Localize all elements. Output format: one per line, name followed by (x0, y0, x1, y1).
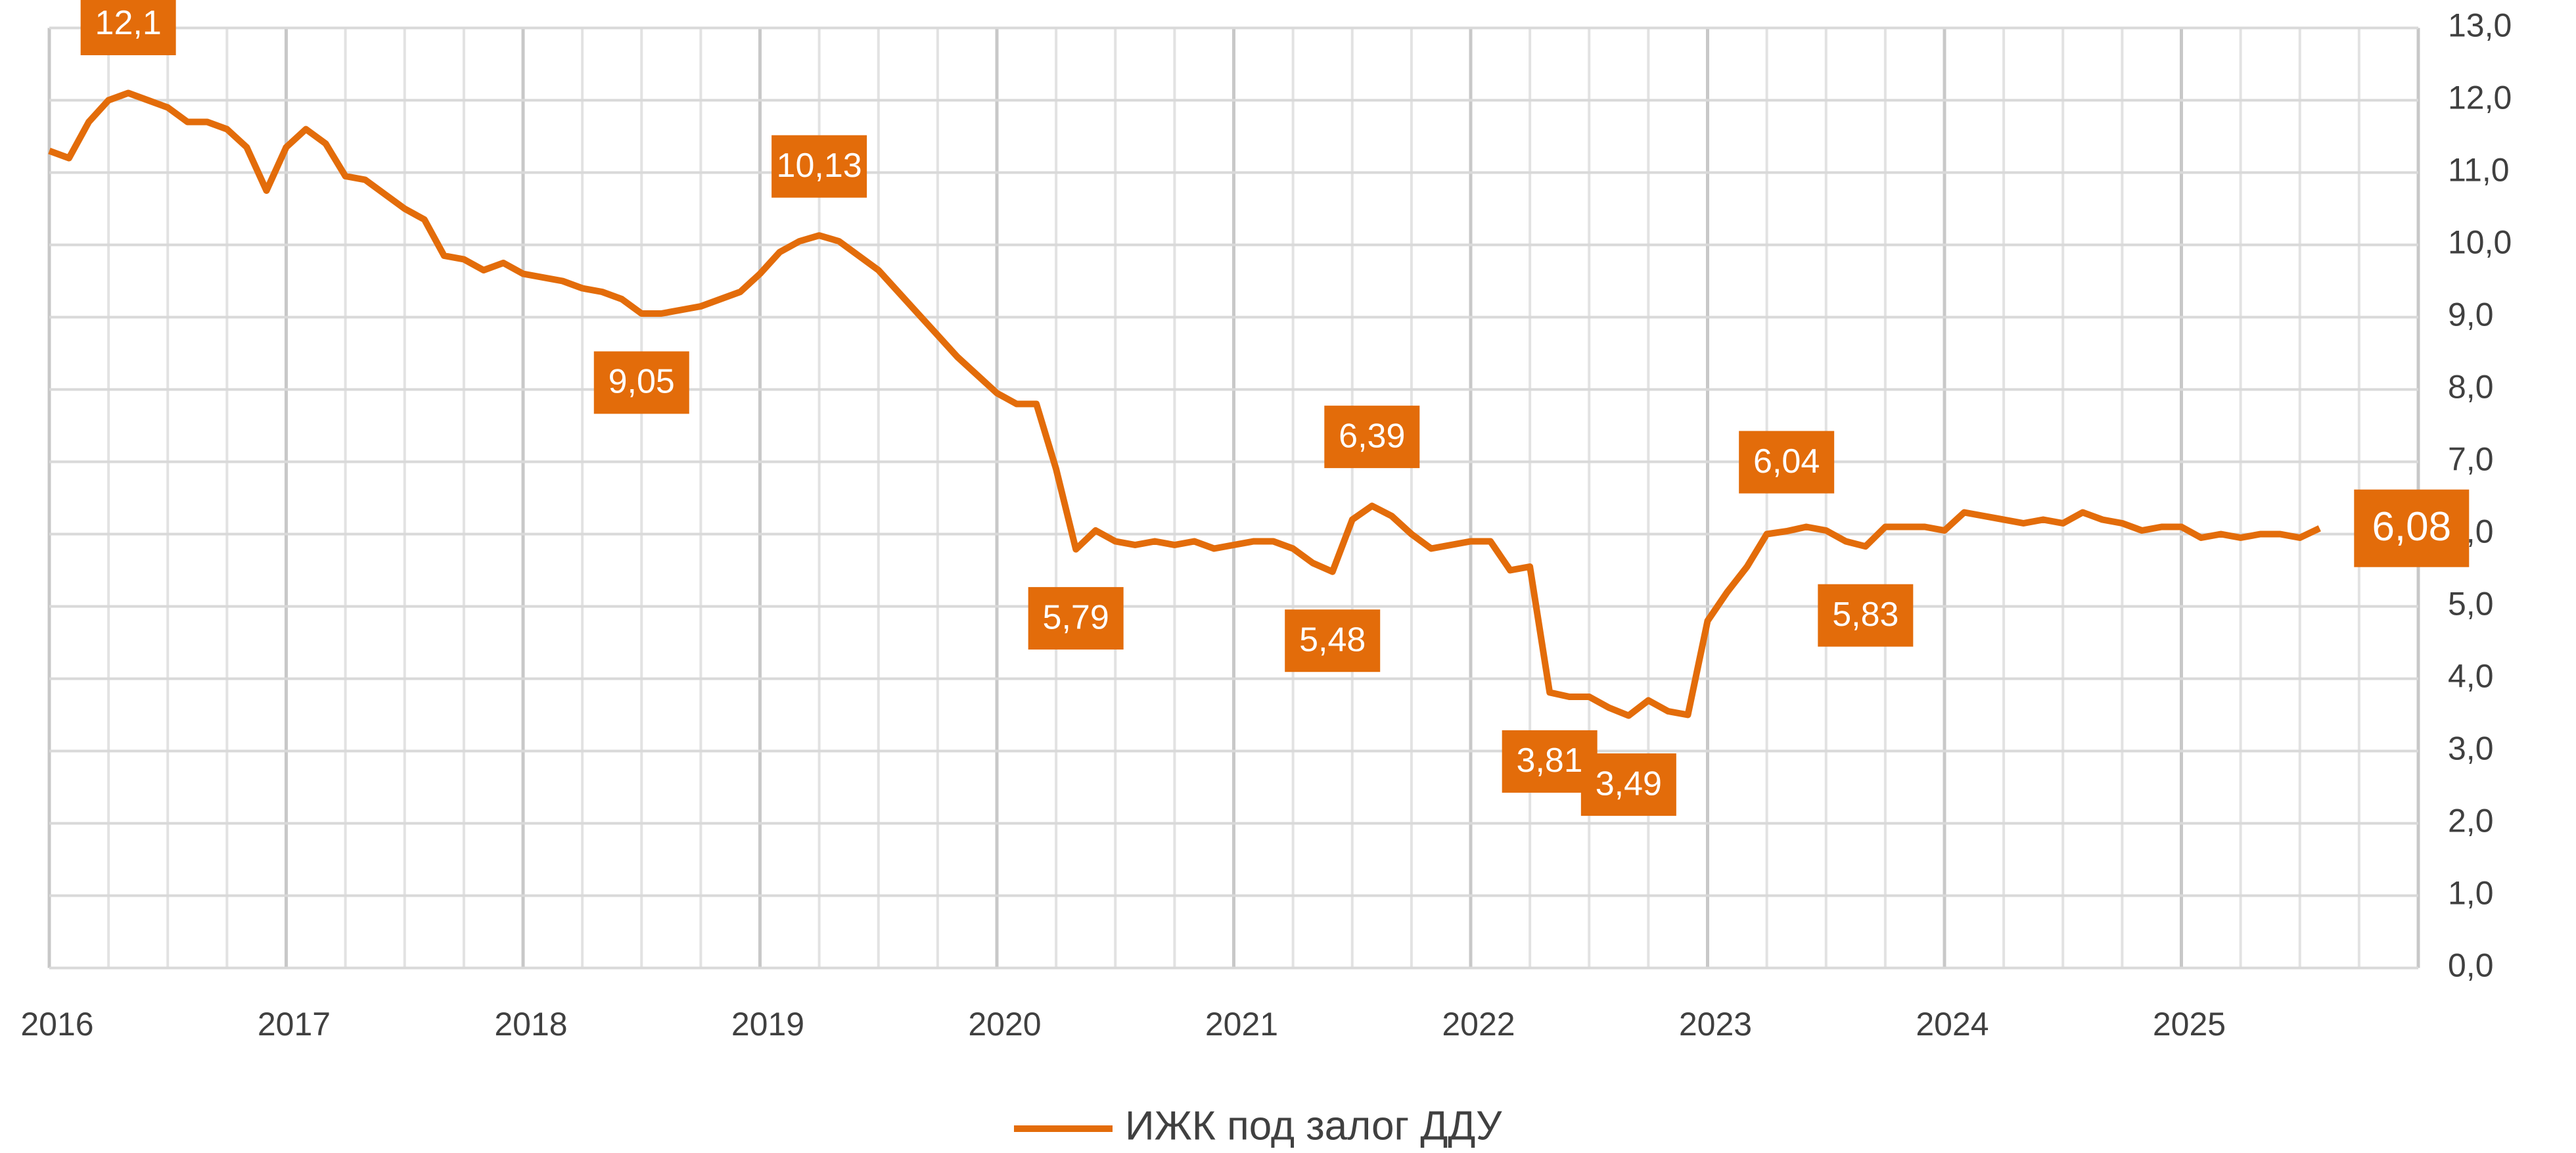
x-tick-label: 2016 (20, 1006, 93, 1043)
y-tick-label: 7,0 (2448, 441, 2494, 478)
y-tick-label: 11,0 (2448, 152, 2510, 189)
data-label-box (80, 0, 176, 55)
x-tick-label: 2024 (1916, 1006, 1989, 1043)
legend-label: ИЖК под залог ДДУ (1125, 1103, 1502, 1148)
y-tick-label: 10,0 (2448, 224, 2512, 261)
data-label: 6,39 (1339, 417, 1405, 455)
line (48, 89, 2321, 719)
data-label-box (1324, 406, 1420, 469)
data-label: 3,49 (1596, 765, 1662, 803)
x-tick-label: 2025 (2153, 1006, 2226, 1043)
data-label-box (1285, 609, 1381, 672)
data-label: 10,13 (777, 147, 862, 185)
data-label-box (2354, 489, 2470, 567)
data-label: 5,83 (1832, 596, 1898, 634)
x-tick-label: 2021 (1205, 1006, 1278, 1043)
data-label-box (1580, 753, 1676, 816)
x-tick-label: 2017 (258, 1006, 331, 1043)
y-tick-label: 5,0 (2448, 586, 2494, 623)
y-tick-label: 1,0 (2448, 875, 2494, 912)
data-label: 12,1 (95, 4, 162, 42)
data-label-box (1818, 584, 1914, 647)
y-tick-label: 3,0 (2448, 730, 2494, 767)
x-tick-label: 2018 (494, 1006, 567, 1043)
y-tick-label: 12,0 (2448, 80, 2512, 116)
y-tick-label: 0,0 (2448, 947, 2494, 984)
x-tick-label: 2023 (1679, 1006, 1752, 1043)
data-label: 5,79 (1043, 598, 1109, 636)
data-label-box (593, 351, 689, 414)
x-tick-label: 2019 (731, 1006, 804, 1043)
x-tick-label: 2020 (968, 1006, 1041, 1043)
y-tick-label: 4,0 (2448, 658, 2494, 695)
y-tick-label: 2,0 (2448, 803, 2494, 839)
data-label: 6,04 (1753, 442, 1820, 481)
data-label-box (771, 135, 867, 198)
y-tick-label: 9,0 (2448, 296, 2494, 333)
data-label-box (1028, 587, 1124, 650)
y-tick-label: 13,0 (2448, 7, 2512, 44)
data-label: 6,08 (2372, 504, 2451, 550)
data-label-box (1739, 431, 1835, 494)
data-label: 9,05 (609, 363, 675, 401)
data-label: 5,48 (1299, 621, 1366, 659)
x-tick-label: 2022 (1442, 1006, 1515, 1043)
data-label: 3,81 (1517, 741, 1583, 780)
y-tick-label: 8,0 (2448, 369, 2494, 406)
